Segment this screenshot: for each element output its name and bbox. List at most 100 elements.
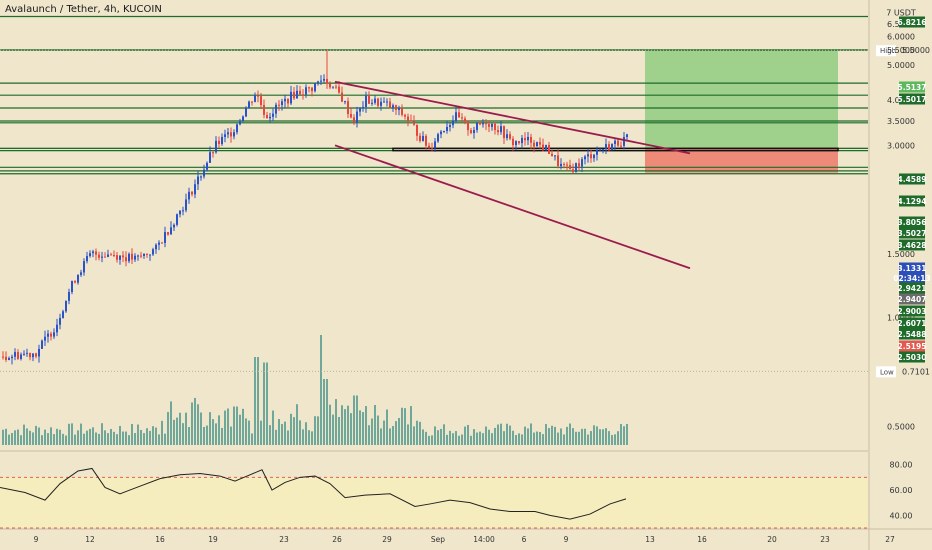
candle-body xyxy=(164,232,166,243)
time-tick-label: 9 xyxy=(34,535,39,544)
price-label-entry: 2.9407 xyxy=(898,295,927,304)
candle-body xyxy=(170,227,172,235)
candle-body xyxy=(554,155,556,157)
candle-body xyxy=(584,156,586,160)
candle-body xyxy=(383,101,385,103)
price-label-bg xyxy=(899,227,925,239)
price-tick-label: 7 USDT xyxy=(886,8,916,17)
candle-body xyxy=(47,333,49,337)
volume-bar xyxy=(11,432,13,445)
volume-bar xyxy=(143,433,145,445)
time-tick-label: 19 xyxy=(208,535,218,544)
volume-bar xyxy=(434,426,436,445)
price-tick-label: 6.0000 xyxy=(887,33,915,42)
candle-body xyxy=(227,132,229,135)
candle-body xyxy=(155,244,157,250)
volume-bar xyxy=(161,420,163,445)
volume-bar xyxy=(398,418,400,445)
volume-bar xyxy=(500,423,502,445)
volume-bar xyxy=(575,431,577,445)
volume-bar xyxy=(515,435,517,445)
candle-body xyxy=(152,249,154,255)
candle-body xyxy=(551,153,553,157)
volume-bar xyxy=(89,428,91,445)
volume-bar xyxy=(59,429,61,445)
candle-body xyxy=(149,254,151,256)
volume-bar xyxy=(395,421,397,445)
chart-title: Avalaunch / Tether, 4h, KUCOIN xyxy=(5,4,162,15)
candle-body xyxy=(20,354,22,359)
volume-bar xyxy=(275,429,277,445)
volume-bar xyxy=(62,433,64,445)
volume-bar xyxy=(293,417,295,445)
volume-bar xyxy=(254,357,256,445)
candle-body xyxy=(362,106,364,108)
price-label-take-profit: 5.5137 xyxy=(898,83,927,92)
candle-body xyxy=(230,132,232,137)
volume-bar xyxy=(449,430,451,445)
volume-bar xyxy=(263,362,265,445)
candle-body xyxy=(302,94,304,96)
rsi-tick-label: 60.00 xyxy=(890,486,913,495)
candle-body xyxy=(503,126,505,139)
candle-body xyxy=(101,256,103,258)
candle-body xyxy=(143,253,145,256)
volume-bar xyxy=(467,424,469,445)
price-label-bg xyxy=(899,305,925,317)
candle-body xyxy=(23,353,25,355)
candle-body xyxy=(26,352,28,354)
volume-bar xyxy=(521,434,523,445)
candle-body xyxy=(191,191,193,195)
price-label-level: 2.6071 xyxy=(898,319,927,328)
candle-body xyxy=(89,253,91,257)
candle-body xyxy=(500,126,502,133)
volume-bar xyxy=(542,434,544,445)
candle-body xyxy=(137,255,139,257)
candle-body xyxy=(458,112,460,118)
volume-bar xyxy=(464,426,466,445)
candle-body xyxy=(62,311,64,318)
candle-body xyxy=(107,254,109,257)
price-label-bg xyxy=(899,293,925,305)
candle-body xyxy=(221,136,223,145)
volume-bar xyxy=(218,415,220,445)
candle-body xyxy=(119,255,121,260)
volume-bar xyxy=(44,429,46,445)
candle-body xyxy=(599,149,601,151)
candle-body xyxy=(320,80,322,82)
candle-body xyxy=(437,134,439,142)
candle-body xyxy=(479,122,481,125)
candle-body xyxy=(443,130,445,132)
candle-body xyxy=(539,142,541,145)
volume-bar xyxy=(506,423,508,445)
volume-bar xyxy=(113,431,115,445)
volume-bar xyxy=(320,335,322,445)
volume-bar xyxy=(146,428,148,445)
candle-body xyxy=(251,101,253,103)
volume-bar xyxy=(584,428,586,445)
low-marker-label: Low xyxy=(880,368,894,376)
candle-body xyxy=(290,91,292,104)
candle-body xyxy=(86,256,88,262)
candle-body xyxy=(158,242,160,245)
candle-body xyxy=(374,98,376,103)
candle-body xyxy=(380,101,382,106)
volume-bar xyxy=(239,414,241,445)
candle-body xyxy=(332,86,334,88)
price-label-bg xyxy=(899,216,925,228)
volume-bar xyxy=(50,427,52,445)
volume-bar xyxy=(413,426,415,445)
rsi-tick-label: 40.00 xyxy=(890,511,913,520)
volume-bar xyxy=(314,416,316,445)
candle-body xyxy=(5,356,7,360)
candle-body xyxy=(434,141,436,148)
candle-body xyxy=(359,107,361,112)
candle-body xyxy=(581,159,583,167)
volume-bar xyxy=(470,435,472,445)
candle-body xyxy=(398,108,400,110)
volume-bar xyxy=(290,413,292,445)
price-label-stop-loss: 2.5195 xyxy=(898,342,927,351)
candle-body xyxy=(194,184,196,195)
volume-bar xyxy=(344,409,346,445)
